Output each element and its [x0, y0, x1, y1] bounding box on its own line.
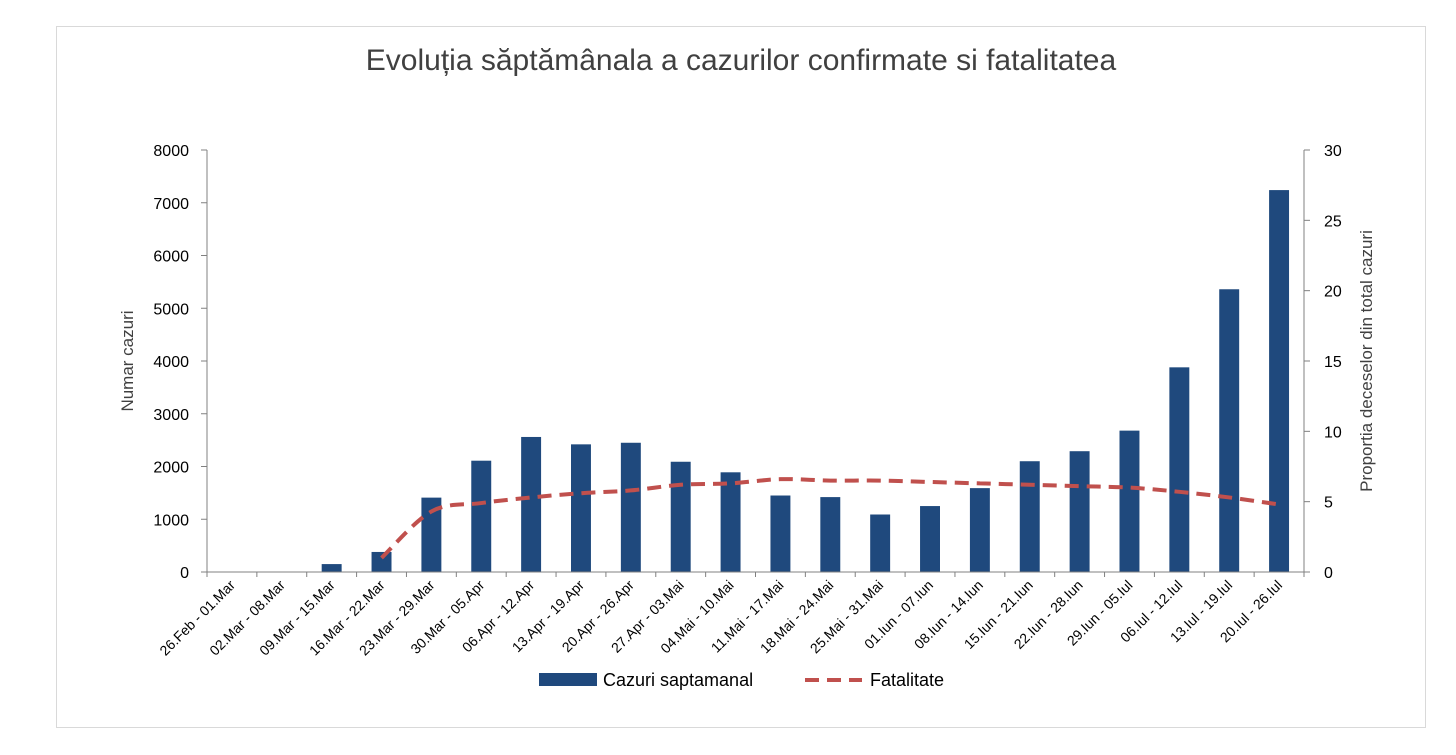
legend-label-fatality: Fatalitate — [870, 670, 944, 690]
bar — [1169, 367, 1190, 572]
y-axis-right-label: Proportia deceselor din total cazuri — [1357, 230, 1376, 492]
bar — [371, 551, 392, 572]
y-tick-label: 4000 — [153, 354, 189, 371]
bar — [1219, 289, 1240, 572]
y-right-tick-label: 30 — [1324, 143, 1342, 160]
bar — [1019, 461, 1040, 572]
line-series — [380, 477, 1280, 560]
chart-frame — [56, 26, 1426, 728]
y-tick-label: 8000 — [153, 143, 189, 160]
y-right-tick-label: 10 — [1324, 424, 1342, 441]
fatality-line — [380, 477, 1280, 560]
y-right-tick-label: 5 — [1324, 495, 1333, 512]
plot-area: 0 1000 2000 3000 4000 5000 6000 7000 8000 0 5 10 15… — [153, 143, 1341, 659]
bar — [1069, 451, 1090, 572]
y-axis-left-ticks: 0 1000 2000 3000 4000 5000 6000 7000 8000 — [153, 143, 207, 582]
y-right-tick-label: 0 — [1324, 565, 1333, 582]
bar — [969, 488, 990, 572]
bar — [670, 461, 691, 572]
y-axis-left-label: Numar cazuri — [118, 310, 137, 411]
bar — [471, 460, 492, 572]
y-right-tick-label: 20 — [1324, 284, 1342, 301]
bar — [920, 506, 940, 572]
y-tick-label: 6000 — [153, 249, 189, 266]
y-tick-label: 1000 — [153, 512, 189, 529]
legend-swatch-cases — [539, 673, 597, 686]
bar — [770, 495, 791, 572]
bar — [421, 497, 442, 572]
bar — [620, 442, 641, 572]
chart-title: Evoluția săptămânala a cazurilor confirm… — [366, 44, 1117, 77]
y-tick-label: 5000 — [153, 301, 189, 318]
bar — [1269, 190, 1290, 572]
y-axis-right-ticks: 0 5 10 15 20 25 30 — [1304, 143, 1342, 582]
bar-series — [221, 190, 1290, 572]
bar — [870, 514, 891, 572]
bar — [521, 436, 542, 572]
y-right-tick-label: 25 — [1324, 213, 1342, 230]
y-tick-label: 7000 — [153, 196, 189, 213]
bar — [1119, 430, 1140, 572]
y-right-tick-label: 15 — [1324, 354, 1342, 371]
bar — [321, 564, 342, 572]
bar — [720, 472, 741, 572]
bar — [820, 497, 841, 572]
legend-label-cases: Cazuri saptamanal — [603, 670, 753, 690]
legend: Cazuri saptamanal Fatalitate — [539, 670, 944, 690]
bar — [571, 444, 591, 572]
y-tick-label: 2000 — [153, 460, 189, 477]
y-tick-label: 0 — [180, 565, 189, 582]
y-tick-label: 3000 — [153, 407, 189, 424]
